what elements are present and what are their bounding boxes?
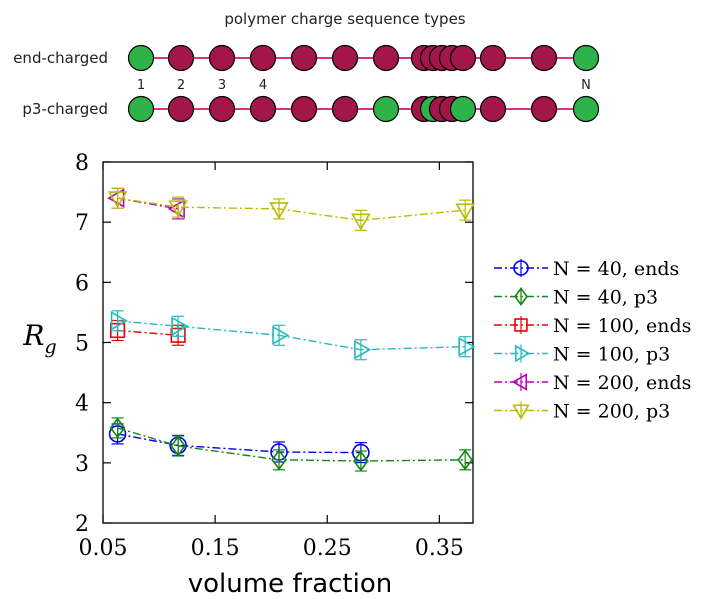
neutral-bead	[249, 44, 277, 72]
neutral-bead	[167, 44, 195, 72]
neutral-bead	[290, 95, 318, 123]
legend-label: N = 200, p3	[553, 401, 670, 423]
y-tick-label: 4	[75, 392, 89, 417]
series-1	[108, 423, 370, 464]
bead-index-label: 4	[259, 78, 267, 93]
legend-entry: N = 40, ends	[494, 258, 679, 280]
y-tick-label: 5	[75, 332, 89, 357]
series-4	[110, 310, 476, 361]
y-axis-label: Rg	[22, 319, 56, 358]
neutral-bead	[167, 95, 195, 123]
legend-marker	[514, 318, 528, 332]
legend-entry: N = 40, p3	[494, 287, 658, 309]
neutral-bead	[479, 95, 507, 123]
data-point	[170, 435, 186, 457]
series-2	[109, 417, 473, 472]
series-line	[117, 329, 179, 336]
charged-bead	[449, 95, 477, 123]
legend-label: N = 40, ends	[553, 258, 679, 280]
neutral-bead	[249, 95, 277, 123]
y-tick-label: 8	[75, 151, 89, 176]
data-point	[455, 203, 475, 221]
data-point	[110, 311, 128, 331]
charged-bead	[572, 95, 600, 123]
charged-bead	[572, 44, 600, 72]
legend-marker	[514, 287, 528, 306]
x-tick-label: 0.15	[191, 536, 240, 561]
legend-marker	[514, 344, 531, 363]
schematic-row-1: end-charged	[13, 44, 600, 72]
y-tick-label: 6	[75, 271, 89, 296]
bead-index-label: N	[581, 78, 591, 93]
neutral-bead	[530, 95, 558, 123]
series-line	[117, 197, 179, 210]
schematic-row-2: p3-charged	[22, 95, 600, 123]
series-6	[107, 187, 475, 231]
schematic-row-label: end-charged	[13, 49, 108, 67]
data-point	[171, 316, 189, 337]
legend-entry: N = 200, ends	[494, 372, 691, 394]
legend-label: N = 200, ends	[553, 372, 691, 394]
neutral-bead	[331, 44, 359, 72]
neutral-bead	[208, 44, 236, 72]
neutral-bead	[372, 44, 400, 72]
legend: N = 40, ends N = 40, p3 N = 100, ends N = 1…	[494, 258, 691, 423]
data-point	[353, 450, 369, 472]
charge-sequence-schematic: polymer charge sequence types end-charge…	[13, 10, 600, 123]
schematic-title: polymer charge sequence types	[224, 10, 465, 28]
legend-marker	[512, 404, 530, 420]
neutral-bead	[208, 95, 236, 123]
x-axis-label: volume fraction	[188, 569, 392, 599]
schematic-row-label: p3-charged	[22, 100, 108, 118]
data-point	[271, 449, 287, 471]
data-point	[458, 336, 476, 357]
legend-entry: N = 200, p3	[494, 401, 670, 423]
legend-entry: N = 100, ends	[494, 315, 691, 337]
y-axis-label-subscript: g	[44, 336, 56, 358]
neutral-bead	[331, 95, 359, 123]
data-point	[269, 202, 289, 220]
plot-area-frame	[102, 161, 474, 524]
legend-marker	[513, 260, 529, 276]
neutral-bead	[290, 44, 318, 72]
data-point	[168, 200, 188, 218]
data-point	[107, 191, 128, 209]
y-axis-label-main: R	[22, 319, 44, 352]
x-tick-label: 0.35	[415, 536, 464, 561]
data-point	[457, 449, 473, 471]
bead-index-label: 3	[218, 78, 226, 93]
charged-bead	[372, 95, 400, 123]
legend-marker	[511, 373, 528, 391]
data-point	[354, 339, 372, 360]
neutral-bead	[449, 44, 477, 72]
y-tick-label: 7	[75, 211, 89, 236]
neutral-bead	[479, 44, 507, 72]
data-point	[107, 188, 125, 208]
neutral-bead	[530, 44, 558, 72]
y-tick-label: 3	[75, 452, 89, 477]
data-point	[351, 213, 371, 231]
series-line	[117, 433, 361, 454]
x-tick-label: 0.25	[303, 536, 352, 561]
legend-entry: N = 100, p3	[494, 344, 670, 366]
bead-index-label: 1	[137, 78, 145, 93]
legend-label: N = 100, ends	[553, 315, 691, 337]
legend-label: N = 100, p3	[553, 344, 670, 366]
legend-label: N = 40, p3	[553, 287, 658, 309]
charged-bead	[127, 44, 155, 72]
x-tick-label: 0.05	[79, 536, 128, 561]
bead-index-label: 2	[177, 78, 185, 93]
y-tick-label: 2	[75, 512, 89, 537]
data-point	[272, 325, 290, 346]
charged-bead	[127, 95, 155, 123]
rg-vs-volume-fraction-chart: 0.05 0.15 0.25 0.35 2 3 4 5 6 7 8 Rg volume fracti…	[22, 151, 691, 599]
data-point	[109, 417, 126, 439]
